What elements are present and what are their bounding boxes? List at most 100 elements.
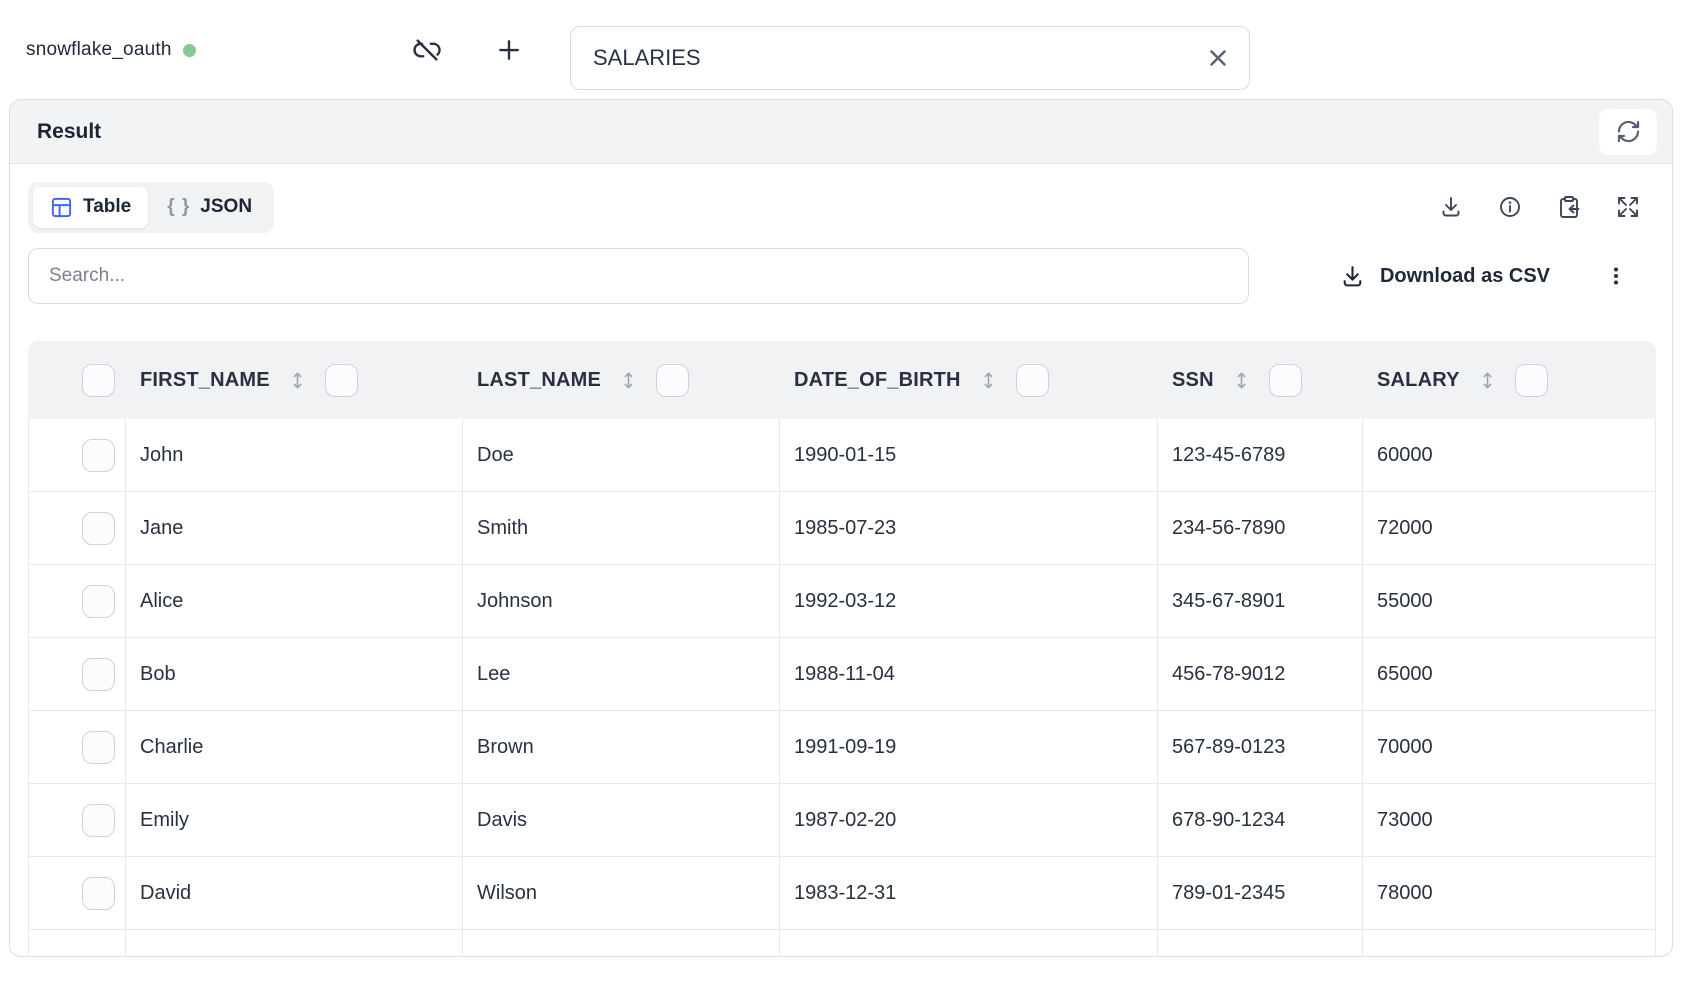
column-header-ssn[interactable]: SSN [1158,341,1363,419]
fullscreen-button[interactable] [1612,191,1644,223]
column-header-label: SALARY [1377,368,1460,391]
info-icon [1498,195,1522,219]
row-checkbox[interactable] [81,584,115,618]
copy-to-clipboard-button[interactable] [1553,191,1585,223]
close-icon [1205,45,1231,71]
row-select-cell [28,711,126,783]
table-cell: 1988-11-04 [780,638,1158,710]
table-body: John Doe 1990-01-15 123-45-6789 60000 Jane Smi… [28,419,1656,956]
table-cell [126,930,463,956]
table-row: Charlie Brown 1991-09-19 567-89-0123 70000 [28,711,1656,784]
download-csv-button[interactable]: Download as CSV [1340,248,1550,304]
topbar-actions [408,0,528,100]
query-input[interactable] [570,26,1250,90]
select-all-checkbox[interactable] [81,363,115,397]
table-cell: 55000 [1363,565,1656,637]
table-cell: Wilson [463,857,780,929]
row-checkbox[interactable] [81,438,115,472]
table-cell: Brown [463,711,780,783]
table-cell: 567-89-0123 [1158,711,1363,783]
column-checkbox[interactable] [1015,363,1049,397]
refresh-button[interactable] [1599,108,1657,155]
row-select-cell [28,857,126,929]
top-bar: snowflake_oauth [0,0,1682,100]
download-icon [1439,195,1463,219]
tab-json[interactable]: { } JSON [150,187,269,227]
link-off-icon [412,35,442,65]
table-row: Emily Davis 1987-02-20 678-90-1234 73000 [28,784,1656,857]
row-select-cell [28,492,126,564]
sort-icon[interactable] [288,370,307,391]
table-cell: 789-01-2345 [1158,857,1363,929]
sort-icon[interactable] [1232,370,1251,391]
table-cell: 1985-07-23 [780,492,1158,564]
connection-indicator[interactable]: snowflake_oauth [26,0,196,100]
row-checkbox[interactable] [81,730,115,764]
table-cell: 1992-03-12 [780,565,1158,637]
clear-query-button[interactable] [1202,42,1234,74]
table-cell: 678-90-1234 [1158,784,1363,856]
table-cell: 78000 [1363,857,1656,929]
column-header-first_name[interactable]: FIRST_NAME [126,341,463,419]
column-checkbox[interactable] [1268,363,1302,397]
sort-icon[interactable] [1478,370,1497,391]
table-row [28,930,1656,956]
table-cell: 60000 [1363,419,1656,491]
view-tabs: Table { } JSON [28,181,275,233]
table-icon [50,196,73,219]
sort-icon[interactable] [619,370,638,391]
json-braces-icon: { } [167,196,191,217]
column-checkbox[interactable] [324,363,358,397]
table-cell: David [126,857,463,929]
table-cell: 65000 [1363,638,1656,710]
download-icon [1340,264,1365,289]
query-input-wrap [570,26,1250,90]
row-checkbox[interactable] [81,803,115,837]
row-checkbox[interactable] [81,511,115,545]
connection-status-dot [182,43,196,57]
table-row: Bob Lee 1988-11-04 456-78-9012 65000 [28,638,1656,711]
column-header-date_of_birth[interactable]: DATE_OF_BIRTH [780,341,1158,419]
table-cell: 1990-01-15 [780,419,1158,491]
sort-icon[interactable] [979,370,998,391]
column-checkbox[interactable] [656,363,690,397]
disconnect-button[interactable] [408,31,446,69]
download-button[interactable] [1435,191,1467,223]
add-tab-button[interactable] [490,31,528,69]
column-checkbox[interactable] [1514,363,1548,397]
row-select-cell [28,784,126,856]
table-cell: Davis [463,784,780,856]
result-panel: Result [9,99,1673,957]
table-cell: 1987-02-20 [780,784,1158,856]
row-select-cell [28,638,126,710]
table-cell [463,930,780,956]
table-row: Jane Smith 1985-07-23 234-56-7890 72000 [28,492,1656,565]
row-checkbox[interactable] [81,876,115,910]
table-cell: 456-78-9012 [1158,638,1363,710]
table-cell: 70000 [1363,711,1656,783]
tab-table[interactable]: Table [33,186,149,228]
plus-icon [494,35,524,65]
column-header-label: LAST_NAME [477,368,602,391]
column-header-salary[interactable]: SALARY [1363,341,1656,419]
result-action-icons [1435,191,1644,223]
table-cell: Emily [126,784,463,856]
table-cell: Johnson [463,565,780,637]
clipboard-paste-icon [1557,195,1581,219]
info-button[interactable] [1494,191,1526,223]
column-header-label: DATE_OF_BIRTH [794,368,961,391]
table-options-button[interactable] [1596,256,1636,296]
row-select-cell [28,419,126,491]
result-title: Result [37,119,102,143]
column-header-label: FIRST_NAME [140,368,270,391]
search-input[interactable] [28,248,1249,304]
table-cell: 1991-09-19 [780,711,1158,783]
table-cell: Alice [126,565,463,637]
column-header-last_name[interactable]: LAST_NAME [463,341,780,419]
table-cell: 345-67-8901 [1158,565,1363,637]
table-cell: Charlie [126,711,463,783]
tab-table-label: Table [83,196,132,217]
row-checkbox[interactable] [81,657,115,691]
table-cell [1158,930,1363,956]
